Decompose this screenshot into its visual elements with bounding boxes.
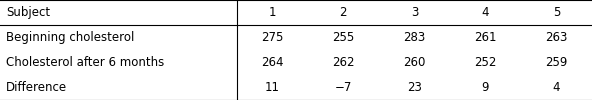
Text: 23: 23 — [407, 81, 422, 94]
Text: 261: 261 — [474, 31, 497, 44]
Text: 9: 9 — [482, 81, 489, 94]
Text: 255: 255 — [332, 31, 355, 44]
Text: 252: 252 — [474, 56, 497, 69]
Text: −7: −7 — [334, 81, 352, 94]
Text: Subject: Subject — [6, 6, 50, 19]
Text: Difference: Difference — [6, 81, 67, 94]
Text: Beginning cholesterol: Beginning cholesterol — [6, 31, 134, 44]
Text: 264: 264 — [261, 56, 284, 69]
Text: Cholesterol after 6 months: Cholesterol after 6 months — [6, 56, 164, 69]
Text: 1: 1 — [269, 6, 276, 19]
Text: 263: 263 — [545, 31, 568, 44]
Text: 283: 283 — [403, 31, 426, 44]
Text: 11: 11 — [265, 81, 280, 94]
Text: 275: 275 — [261, 31, 284, 44]
Text: 4: 4 — [553, 81, 560, 94]
Text: 262: 262 — [332, 56, 355, 69]
Text: 5: 5 — [553, 6, 560, 19]
Text: 3: 3 — [411, 6, 418, 19]
Text: 4: 4 — [482, 6, 489, 19]
Text: 2: 2 — [340, 6, 347, 19]
Text: 259: 259 — [545, 56, 568, 69]
Text: 260: 260 — [403, 56, 426, 69]
